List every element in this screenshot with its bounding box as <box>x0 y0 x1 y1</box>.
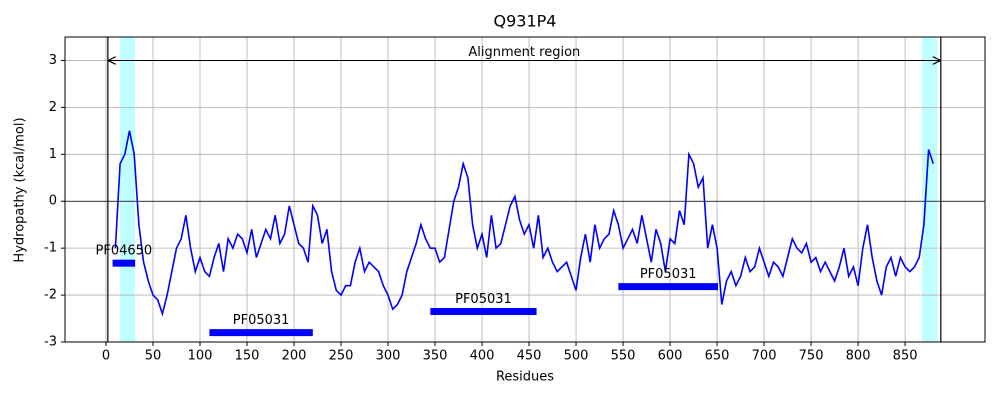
x-tick-label: 600 <box>658 349 683 364</box>
alignment-label: Alignment region <box>468 45 580 60</box>
x-tick-label: 450 <box>517 349 542 364</box>
x-tick-label: 350 <box>423 349 448 364</box>
hydropathy-line <box>114 130 935 317</box>
x-tick-label: 650 <box>705 349 730 364</box>
chart-title: Q931P4 <box>494 12 557 31</box>
x-axis-label: Residues <box>496 370 554 385</box>
domain-bar <box>430 308 537 315</box>
shaded-region <box>120 37 136 342</box>
x-tick-label: 400 <box>470 349 495 364</box>
y-axis-label: Hydropathy (kcal/mol) <box>13 117 28 262</box>
domain-label: PF05031 <box>640 267 697 282</box>
y-tick-label: 3 <box>49 53 57 68</box>
plot-frame <box>64 36 986 343</box>
x-tick-label: 300 <box>376 349 401 364</box>
x-tick-label: 250 <box>329 349 354 364</box>
x-tick-label: 750 <box>799 349 824 364</box>
y-tick-label: 2 <box>49 100 57 115</box>
y-tick-label: -2 <box>44 288 57 303</box>
shaded-region <box>922 37 938 342</box>
x-tick-label: 850 <box>893 349 918 364</box>
y-tick-label: 1 <box>49 147 57 162</box>
x-tick-label: 700 <box>752 349 777 364</box>
x-tick-label: 100 <box>188 349 213 364</box>
x-tick-label: 800 <box>846 349 871 364</box>
x-tick-label: 500 <box>564 349 589 364</box>
y-tick-label: -3 <box>44 335 57 350</box>
y-tick-label: 0 <box>49 194 57 209</box>
domain-label: PF04650 <box>96 244 153 259</box>
x-tick-label: 50 <box>145 349 162 364</box>
y-tick-label: -1 <box>44 241 57 256</box>
x-tick-label: 150 <box>235 349 260 364</box>
x-tick-label: 0 <box>102 349 110 364</box>
x-tick-label: 200 <box>282 349 307 364</box>
domain-bar <box>209 329 313 337</box>
domain-label: PF05031 <box>455 292 512 307</box>
domain-label: PF05031 <box>233 313 290 328</box>
x-tick-label: 550 <box>611 349 636 364</box>
domain-bar <box>618 283 719 291</box>
domain-bar <box>112 259 136 267</box>
